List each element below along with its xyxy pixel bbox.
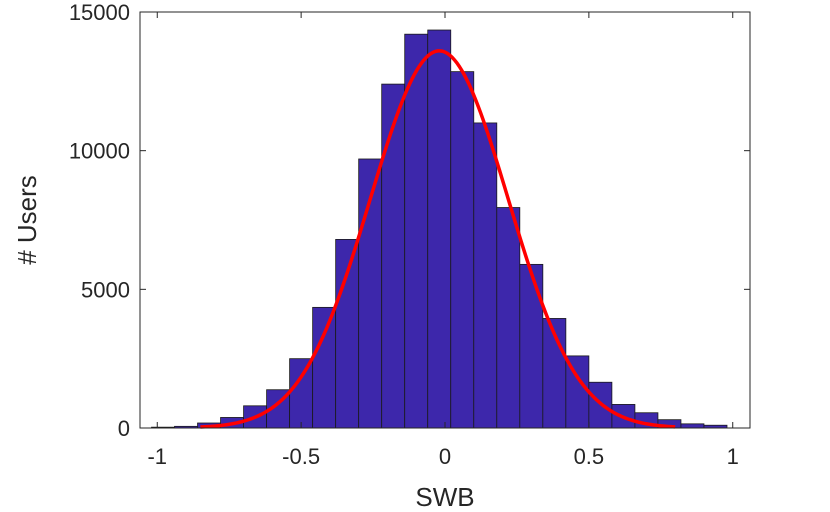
histogram-bar: [404, 33, 429, 429]
histogram-bar: [450, 71, 475, 429]
histogram-bar: [289, 358, 314, 429]
y-axis-ticks: 0 5000 10000 15000: [69, 0, 750, 441]
histogram-bar: [680, 423, 705, 429]
histogram-bars: [151, 29, 728, 429]
y-tick-label: 0: [118, 416, 130, 441]
histogram-bar: [427, 29, 452, 429]
histogram-bar: [496, 207, 521, 429]
histogram-bar: [312, 306, 337, 429]
x-axis-label: SWB: [415, 482, 474, 512]
x-tick-label: -1: [147, 444, 167, 469]
y-tick-label: 5000: [81, 277, 130, 302]
y-tick-label: 15000: [69, 0, 130, 25]
normal-fit-curve: [200, 49, 676, 429]
histogram-bar: [473, 122, 498, 429]
x-tick-label: 0: [439, 444, 451, 469]
x-tick-label: 0.5: [574, 444, 605, 469]
histogram-bar: [381, 83, 406, 429]
y-tick-label: 10000: [69, 139, 130, 164]
x-tick-label: 1: [727, 444, 739, 469]
y-axis-label: # Users: [12, 175, 42, 265]
x-tick-label: -0.5: [282, 444, 320, 469]
x-axis-ticks: -1 -0.5 0 0.5 1: [147, 12, 739, 469]
histogram-bar: [519, 263, 544, 429]
